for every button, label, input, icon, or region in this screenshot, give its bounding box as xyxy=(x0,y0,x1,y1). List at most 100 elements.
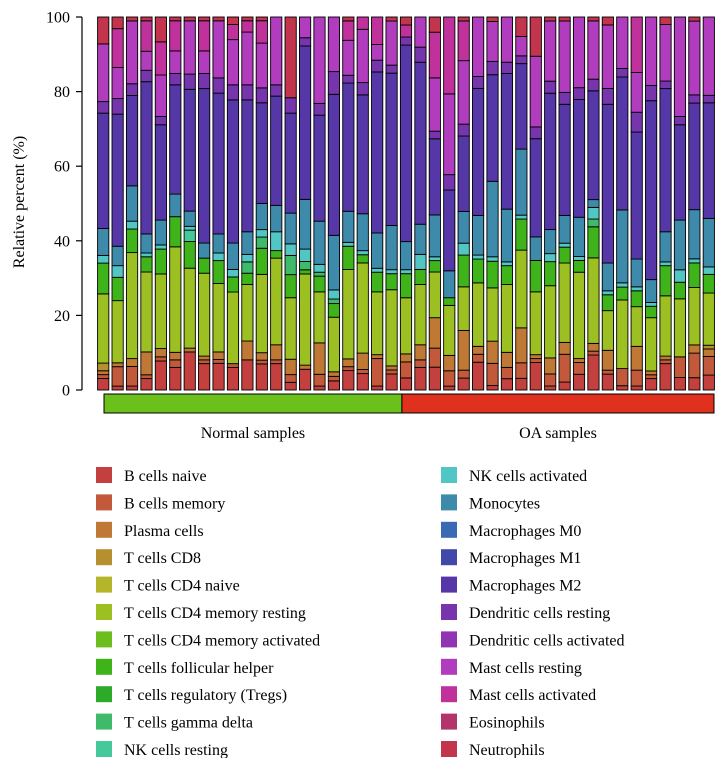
bar-segment xyxy=(241,20,254,33)
stacked-bar xyxy=(472,16,485,391)
bar-segment xyxy=(544,261,557,287)
stacked-bar xyxy=(645,16,658,391)
bar-segment xyxy=(111,98,124,115)
bar-segment xyxy=(659,363,672,391)
bar-segment xyxy=(270,95,283,206)
bar-segment xyxy=(154,360,167,391)
bar-segment xyxy=(688,20,701,96)
stacked-bar xyxy=(183,16,196,391)
bar-segment xyxy=(270,16,283,86)
bar-segment xyxy=(601,369,614,375)
bar-segment xyxy=(529,358,542,363)
legend-swatch xyxy=(441,467,457,483)
stacked-bar xyxy=(169,16,182,391)
bar-segment xyxy=(414,16,427,48)
legend-item: T cells follicular helper xyxy=(96,658,274,677)
legend-item: Macrophages M2 xyxy=(441,576,581,595)
bar-segment xyxy=(486,287,499,342)
bar-segment xyxy=(198,20,211,52)
y-tick-label: 20 xyxy=(54,308,70,325)
legend-label: NK cells resting xyxy=(124,742,228,758)
bar-segment xyxy=(169,73,182,86)
bar-segment xyxy=(385,225,398,271)
group-label: Normal samples xyxy=(201,425,305,442)
y-axis-label: Relative percent (%) xyxy=(11,136,28,268)
stacked-bar xyxy=(544,16,557,391)
bar-segment xyxy=(500,366,514,380)
bar-segment xyxy=(371,354,384,360)
bar-segment xyxy=(241,340,254,361)
bar-segment xyxy=(169,16,182,22)
legend-label: B cells memory xyxy=(124,495,225,512)
bar-segment xyxy=(356,369,369,375)
bar-segment xyxy=(313,271,326,277)
stacked-bar xyxy=(688,16,701,391)
bar-segment xyxy=(558,103,571,216)
bar-segment xyxy=(198,272,211,357)
bar-segment xyxy=(226,84,240,101)
bar-segment xyxy=(428,256,441,262)
bar-segment xyxy=(154,219,167,246)
bar-segment xyxy=(313,102,326,116)
bar-segment xyxy=(212,233,225,254)
bar-segment xyxy=(558,262,571,343)
bar-segment xyxy=(284,297,297,360)
bar-segment xyxy=(198,88,211,244)
bar-segment xyxy=(544,285,557,359)
bar-segment xyxy=(486,340,499,364)
bar-segment xyxy=(198,73,211,90)
bar-segment xyxy=(702,102,715,219)
bar-segment xyxy=(327,303,340,318)
legend-item: T cells CD4 memory activated xyxy=(96,631,320,649)
bar-segment xyxy=(97,374,110,379)
legend-swatch xyxy=(96,494,112,511)
bar-segment xyxy=(399,44,413,243)
bar-segment xyxy=(630,258,643,288)
bar-segment xyxy=(111,245,124,267)
legend-swatch xyxy=(96,467,112,483)
bar-segment xyxy=(443,16,456,95)
legend-item: T cells CD8 xyxy=(96,549,201,567)
legend-swatch xyxy=(96,576,112,593)
bar-segment xyxy=(457,377,470,391)
bar-segment xyxy=(587,226,600,259)
bar-segment xyxy=(327,289,340,300)
bar-segment xyxy=(616,385,629,391)
bar-segment xyxy=(659,261,672,267)
bar-segment xyxy=(616,299,629,370)
bar-segment xyxy=(544,229,557,255)
bar-segment xyxy=(356,373,369,391)
bar-segment xyxy=(371,16,384,45)
stacked-bar xyxy=(659,16,672,391)
bar-segment xyxy=(428,366,441,391)
bar-segment xyxy=(702,16,715,96)
bar-segment xyxy=(212,16,225,22)
legend-swatch xyxy=(441,521,457,538)
bar-segment xyxy=(371,59,384,73)
bar-segment xyxy=(645,302,658,307)
bar-segment xyxy=(558,381,571,391)
bar-segment xyxy=(688,16,701,22)
bar-segment xyxy=(529,16,542,57)
bar-segment xyxy=(342,358,355,368)
bar-segment xyxy=(140,252,153,258)
y-tick-label: 80 xyxy=(54,84,70,101)
stacked-bar xyxy=(616,16,629,391)
bar-segment xyxy=(97,293,110,364)
legend-item: T cells regulatory (Tregs) xyxy=(96,686,287,704)
bar-segment xyxy=(371,358,384,387)
bar-segment xyxy=(125,228,139,254)
legend-swatch xyxy=(441,686,457,703)
bar-segment xyxy=(169,351,182,361)
bar-segment xyxy=(472,353,485,363)
bar-segment xyxy=(630,345,643,371)
bar-segment xyxy=(515,35,528,57)
bar-segment xyxy=(313,275,326,293)
group-label: OA samples xyxy=(519,425,597,442)
bar-segment xyxy=(356,16,369,30)
bar-segment xyxy=(154,348,167,358)
bar-segment xyxy=(630,286,643,292)
bar-segment xyxy=(385,269,398,275)
bar-segment xyxy=(371,267,384,273)
bar-segment xyxy=(414,253,427,270)
